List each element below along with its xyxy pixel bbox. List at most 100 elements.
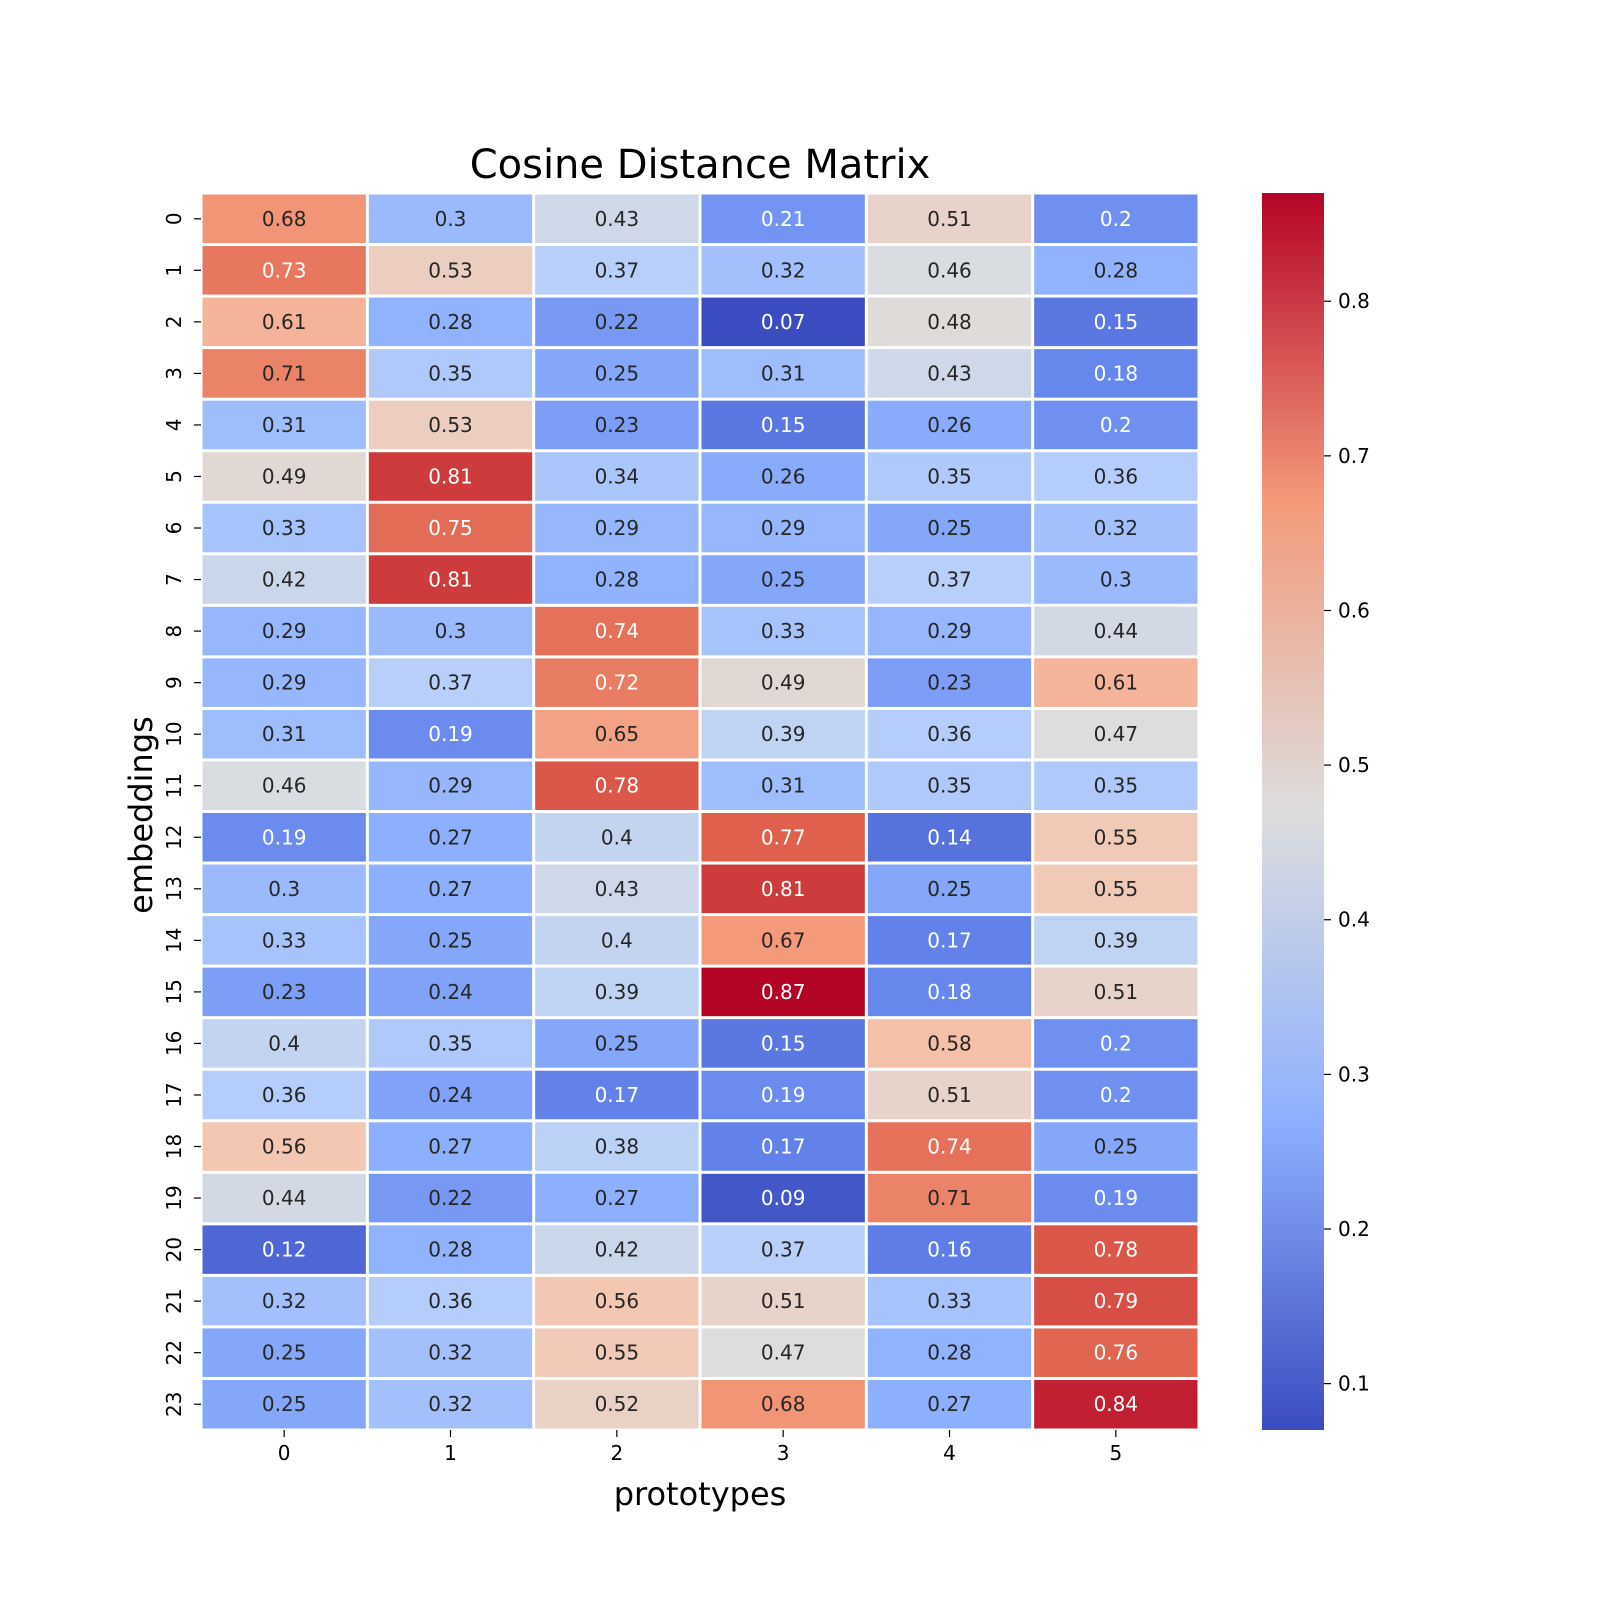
cell-value-label: 0.53 [428, 413, 473, 437]
heatmap-cell [1034, 606, 1198, 656]
heatmap-cell [1034, 194, 1198, 244]
cell-value-label: 0.2 [1100, 207, 1132, 231]
cell-value-label: 0.33 [262, 928, 307, 952]
heatmap-cell [1034, 1173, 1198, 1223]
heatmap-cell [1034, 1328, 1198, 1377]
cell-value-label: 0.2 [1100, 413, 1132, 437]
heatmap-cell [368, 349, 533, 398]
heatmap-cell [368, 1070, 533, 1120]
heatmap-cell [867, 503, 1032, 553]
heatmap-cell [535, 555, 699, 604]
heatmap-cell [701, 658, 865, 707]
cell-value-label: 0.28 [428, 1238, 473, 1262]
heatmap-cell [535, 606, 699, 656]
heatmap-cell [535, 709, 699, 759]
heatmap-cell [867, 761, 1032, 810]
heatmap-cell [867, 246, 1032, 295]
cell-value-label: 0.21 [761, 207, 806, 231]
cell-value-label: 0.15 [761, 413, 806, 437]
heatmap-cell [1034, 709, 1198, 759]
heatmap-cell [368, 1276, 533, 1326]
cell-value-label: 0.37 [428, 671, 473, 695]
heatmap-cell [202, 349, 366, 398]
cell-value-label: 0.27 [595, 1186, 640, 1210]
cell-value-label: 0.27 [927, 1392, 972, 1416]
heatmap-cell [867, 1173, 1032, 1223]
colorbar-axis: 0.1 0.2 0.3 0.4 0.5 0.6 0.7 0.8 [1324, 289, 1370, 1396]
cell-value-label: 0.25 [1094, 1135, 1139, 1159]
cell-value-label: 0.39 [595, 980, 640, 1004]
cell-value-label: 0.37 [595, 258, 640, 282]
heatmap-cell [867, 864, 1032, 914]
cell-value-label: 0.3 [268, 877, 300, 901]
heatmap-cell [202, 452, 366, 501]
heatmap-cell [1034, 349, 1198, 398]
heatmap-cell [701, 246, 865, 295]
heatmap-cell [1034, 658, 1198, 707]
cell-value-label: 0.26 [761, 464, 806, 488]
cell-value-label: 0.32 [262, 1289, 307, 1313]
y-tick-label: 2 [162, 315, 186, 328]
cell-value-label: 0.44 [262, 1186, 307, 1210]
cell-value-label: 0.19 [1094, 1186, 1139, 1210]
cell-value-label: 0.31 [262, 722, 307, 746]
heatmap-cell [867, 1328, 1032, 1377]
cell-value-label: 0.68 [761, 1392, 806, 1416]
heatmap-cell [701, 400, 865, 450]
cell-value-label: 0.56 [595, 1289, 640, 1313]
cell-value-label: 0.07 [761, 310, 806, 334]
heatmap-cell [867, 1122, 1032, 1171]
cell-value-label: 0.25 [761, 568, 806, 592]
heatmap-cell [202, 1225, 366, 1274]
x-tick-label: 1 [444, 1441, 457, 1465]
y-tick-label: 14 [162, 928, 186, 953]
y-tick-label: 7 [162, 573, 186, 586]
chart-title: Cosine Distance Matrix [470, 142, 931, 188]
cell-value-label: 0.31 [761, 774, 806, 798]
heatmap-cell [1034, 503, 1198, 553]
cell-value-label: 0.51 [927, 207, 972, 231]
heatmap-cells: 0.68 0.3 0.43 0.21 0.51 0.2 0.73 0.53 0.37 0.32 0.… [202, 194, 1198, 1429]
heatmap-cell [867, 813, 1032, 862]
cell-value-label: 0.76 [1094, 1341, 1139, 1365]
heatmap-cell [535, 658, 699, 707]
cell-value-label: 0.36 [262, 1083, 307, 1107]
heatmap-cell [1034, 916, 1198, 965]
x-tick-label: 4 [943, 1441, 956, 1465]
heatmap-cell [701, 297, 865, 347]
heatmap-cell [202, 194, 366, 244]
cell-value-label: 0.14 [927, 825, 972, 849]
heatmap-cell [1034, 1070, 1198, 1120]
cell-value-label: 0.23 [262, 980, 307, 1004]
cell-value-label: 0.75 [428, 516, 473, 540]
heatmap-cell [368, 658, 533, 707]
cell-value-label: 0.33 [927, 1289, 972, 1313]
cell-value-label: 0.53 [428, 258, 473, 282]
y-tick-label: 21 [162, 1288, 186, 1313]
cell-value-label: 0.17 [595, 1083, 640, 1107]
heatmap-cell [701, 813, 865, 862]
y-tick-label: 4 [162, 419, 186, 432]
heatmap-cell [535, 1225, 699, 1274]
cell-value-label: 0.36 [1094, 464, 1139, 488]
cell-value-label: 0.73 [262, 258, 307, 282]
cell-value-label: 0.36 [927, 722, 972, 746]
heatmap-cell [867, 194, 1032, 244]
cell-value-label: 0.74 [595, 619, 640, 643]
colorbar-tick-label: 0.4 [1338, 908, 1370, 932]
heatmap-cell [701, 709, 865, 759]
heatmap-cell [535, 1019, 699, 1068]
heatmap-cell [202, 916, 366, 965]
heatmap-cell [368, 246, 533, 295]
cell-value-label: 0.28 [428, 310, 473, 334]
cell-value-label: 0.4 [601, 928, 633, 952]
cell-value-label: 0.61 [262, 310, 307, 334]
heatmap-cell [535, 761, 699, 810]
heatmap-cell [535, 349, 699, 398]
cell-value-label: 0.27 [428, 1135, 473, 1159]
cell-value-label: 0.28 [1094, 258, 1139, 282]
cell-value-label: 0.18 [1094, 361, 1139, 385]
heatmap-cell [368, 813, 533, 862]
cell-value-label: 0.25 [927, 877, 972, 901]
heatmap-cell [867, 1070, 1032, 1120]
